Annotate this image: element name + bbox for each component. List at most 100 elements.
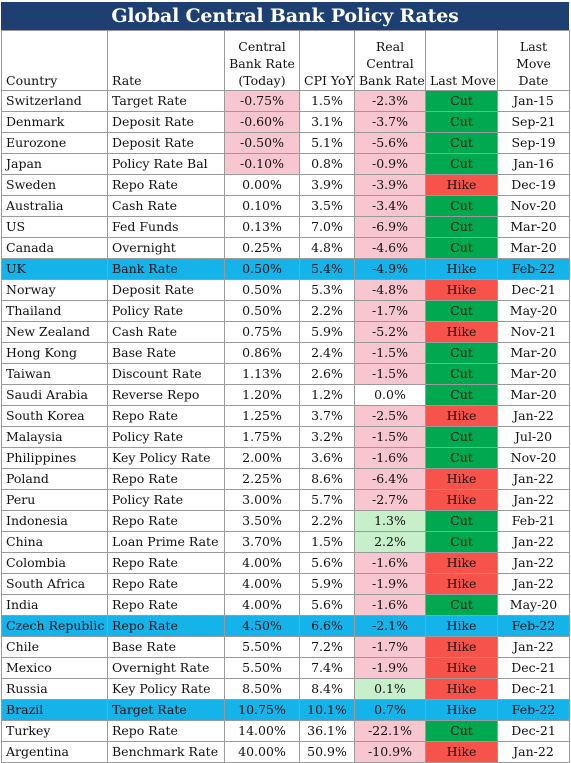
- table-row: Mexico Overnight Rate 5.50% 7.4% -1.9% Hike De…: [1, 657, 570, 679]
- cell-central-bank-rate: 4.00%: [224, 552, 300, 574]
- cell-cpi-yoy: 5.3%: [299, 279, 355, 301]
- cell-last-move: Cut: [425, 594, 498, 616]
- cell-last-move: Cut: [425, 447, 498, 469]
- header-cb-line-1: Central: [238, 39, 286, 54]
- cell-real-rate: 0.7%: [354, 699, 426, 721]
- table-row: Philippines Key Policy Rate 2.00% 3.6% -1.6%…: [1, 447, 570, 469]
- cell-country: Indonesia: [1, 510, 108, 532]
- cell-cpi-yoy: 1.5%: [299, 90, 355, 112]
- cell-central-bank-rate: 0.25%: [224, 237, 300, 259]
- cell-country: Brazil: [1, 699, 108, 721]
- cell-country: Saudi Arabia: [1, 384, 108, 406]
- header-cb-line-3: (Today): [238, 73, 286, 88]
- cell-last-move-date: Feb-22: [497, 615, 570, 637]
- cell-last-move-date: Feb-22: [497, 258, 570, 280]
- table-row: Turkey Repo Rate 14.00% 36.1% -22.1% Cut Dec-2…: [1, 720, 570, 742]
- cell-last-move-date: May-20: [497, 300, 570, 322]
- cell-country: Taiwan: [1, 363, 108, 385]
- cell-central-bank-rate: -0.75%: [224, 90, 300, 112]
- cell-country: Switzerland: [1, 90, 108, 112]
- cell-country: China: [1, 531, 108, 553]
- table-row: Eurozone Deposit Rate -0.50% 5.1% -5.6% Cut Se…: [1, 132, 570, 154]
- cell-real-rate: -1.7%: [354, 300, 426, 322]
- cell-rate-name: Deposit Rate: [107, 111, 225, 133]
- cell-rate-name: Policy Rate: [107, 426, 225, 448]
- cell-real-rate: -2.3%: [354, 90, 426, 112]
- cell-last-move-date: Dec-21: [497, 657, 570, 679]
- table-row: Australia Cash Rate 0.10% 3.5% -3.4% Cut Nov-2…: [1, 195, 570, 217]
- cell-central-bank-rate: 40.00%: [224, 741, 300, 763]
- cell-cpi-yoy: 50.9%: [299, 741, 355, 763]
- table-row: China Loan Prime Rate 3.70% 1.5% 2.2% Cut Jan-…: [1, 531, 570, 553]
- cell-last-move-date: Jan-22: [497, 531, 570, 553]
- cell-last-move-date: Jan-15: [497, 90, 570, 112]
- cell-real-rate: -1.6%: [354, 447, 426, 469]
- cell-rate-name: Fed Funds: [107, 216, 225, 238]
- header-rate: Rate: [107, 30, 225, 91]
- cell-real-rate: 0.1%: [354, 678, 426, 700]
- cell-real-rate: -1.6%: [354, 552, 426, 574]
- cell-last-move: Hike: [425, 636, 498, 658]
- cell-cpi-yoy: 4.8%: [299, 237, 355, 259]
- cell-cpi-yoy: 5.6%: [299, 594, 355, 616]
- cell-country: South Korea: [1, 405, 108, 427]
- cell-rate-name: Cash Rate: [107, 321, 225, 343]
- cell-last-move-date: Mar-20: [497, 237, 570, 259]
- cell-last-move: Cut: [425, 384, 498, 406]
- cell-last-move-date: Mar-20: [497, 342, 570, 364]
- table-row: Peru Policy Rate 3.00% 5.7% -2.7% Hike Jan-22: [1, 489, 570, 511]
- cell-rate-name: Repo Rate: [107, 573, 225, 595]
- table-body: Switzerland Target Rate -0.75% 1.5% -2.3% Cut…: [1, 90, 570, 763]
- cell-central-bank-rate: 0.00%: [224, 174, 300, 196]
- cell-real-rate: -3.7%: [354, 111, 426, 133]
- cell-central-bank-rate: 14.00%: [224, 720, 300, 742]
- cell-central-bank-rate: 2.25%: [224, 468, 300, 490]
- cell-rate-name: Target Rate: [107, 699, 225, 721]
- cell-central-bank-rate: 4.00%: [224, 573, 300, 595]
- cell-cpi-yoy: 5.7%: [299, 489, 355, 511]
- cell-last-move-date: Jan-22: [497, 489, 570, 511]
- cell-last-move: Hike: [425, 678, 498, 700]
- cell-rate-name: Policy Rate: [107, 489, 225, 511]
- cell-rate-name: Overnight Rate: [107, 657, 225, 679]
- cell-last-move: Cut: [425, 153, 498, 175]
- cell-last-move-date: Jan-22: [497, 468, 570, 490]
- cell-cpi-yoy: 2.4%: [299, 342, 355, 364]
- cell-last-move-date: Jul-20: [497, 426, 570, 448]
- cell-last-move: Hike: [425, 741, 498, 763]
- cell-cpi-yoy: 2.6%: [299, 363, 355, 385]
- cell-cpi-yoy: 1.2%: [299, 384, 355, 406]
- cell-cpi-yoy: 6.6%: [299, 615, 355, 637]
- cell-real-rate: -22.1%: [354, 720, 426, 742]
- cell-last-move: Hike: [425, 468, 498, 490]
- table-row: Malaysia Policy Rate 1.75% 3.2% -1.5% Cut Jul-…: [1, 426, 570, 448]
- cell-cpi-yoy: 10.1%: [299, 699, 355, 721]
- cell-country: Peru: [1, 489, 108, 511]
- cell-last-move-date: Feb-22: [497, 699, 570, 721]
- cell-rate-name: Reverse Repo: [107, 384, 225, 406]
- table-row: Saudi Arabia Reverse Repo 1.20% 1.2% 0.0% Cut…: [1, 384, 570, 406]
- cell-real-rate: -1.9%: [354, 657, 426, 679]
- cell-real-rate: -0.9%: [354, 153, 426, 175]
- cell-cpi-yoy: 3.7%: [299, 405, 355, 427]
- cell-last-move-date: Jan-16: [497, 153, 570, 175]
- cell-country: Thailand: [1, 300, 108, 322]
- header-date-line-1: Last: [519, 39, 548, 54]
- cell-real-rate: -5.6%: [354, 132, 426, 154]
- table-row: Switzerland Target Rate -0.75% 1.5% -2.3% Cut…: [1, 90, 570, 112]
- cell-cpi-yoy: 8.4%: [299, 678, 355, 700]
- cell-country: Canada: [1, 237, 108, 259]
- cell-rate-name: Deposit Rate: [107, 279, 225, 301]
- cell-cpi-yoy: 2.2%: [299, 300, 355, 322]
- cell-real-rate: 1.3%: [354, 510, 426, 532]
- cell-real-rate: -1.6%: [354, 594, 426, 616]
- cell-country: Mexico: [1, 657, 108, 679]
- cell-real-rate: -1.7%: [354, 636, 426, 658]
- cell-cpi-yoy: 5.1%: [299, 132, 355, 154]
- cell-central-bank-rate: 0.10%: [224, 195, 300, 217]
- cell-last-move: Hike: [425, 279, 498, 301]
- cell-rate-name: Cash Rate: [107, 195, 225, 217]
- cell-central-bank-rate: 10.75%: [224, 699, 300, 721]
- cell-last-move-date: Jan-22: [497, 573, 570, 595]
- cell-real-rate: -2.5%: [354, 405, 426, 427]
